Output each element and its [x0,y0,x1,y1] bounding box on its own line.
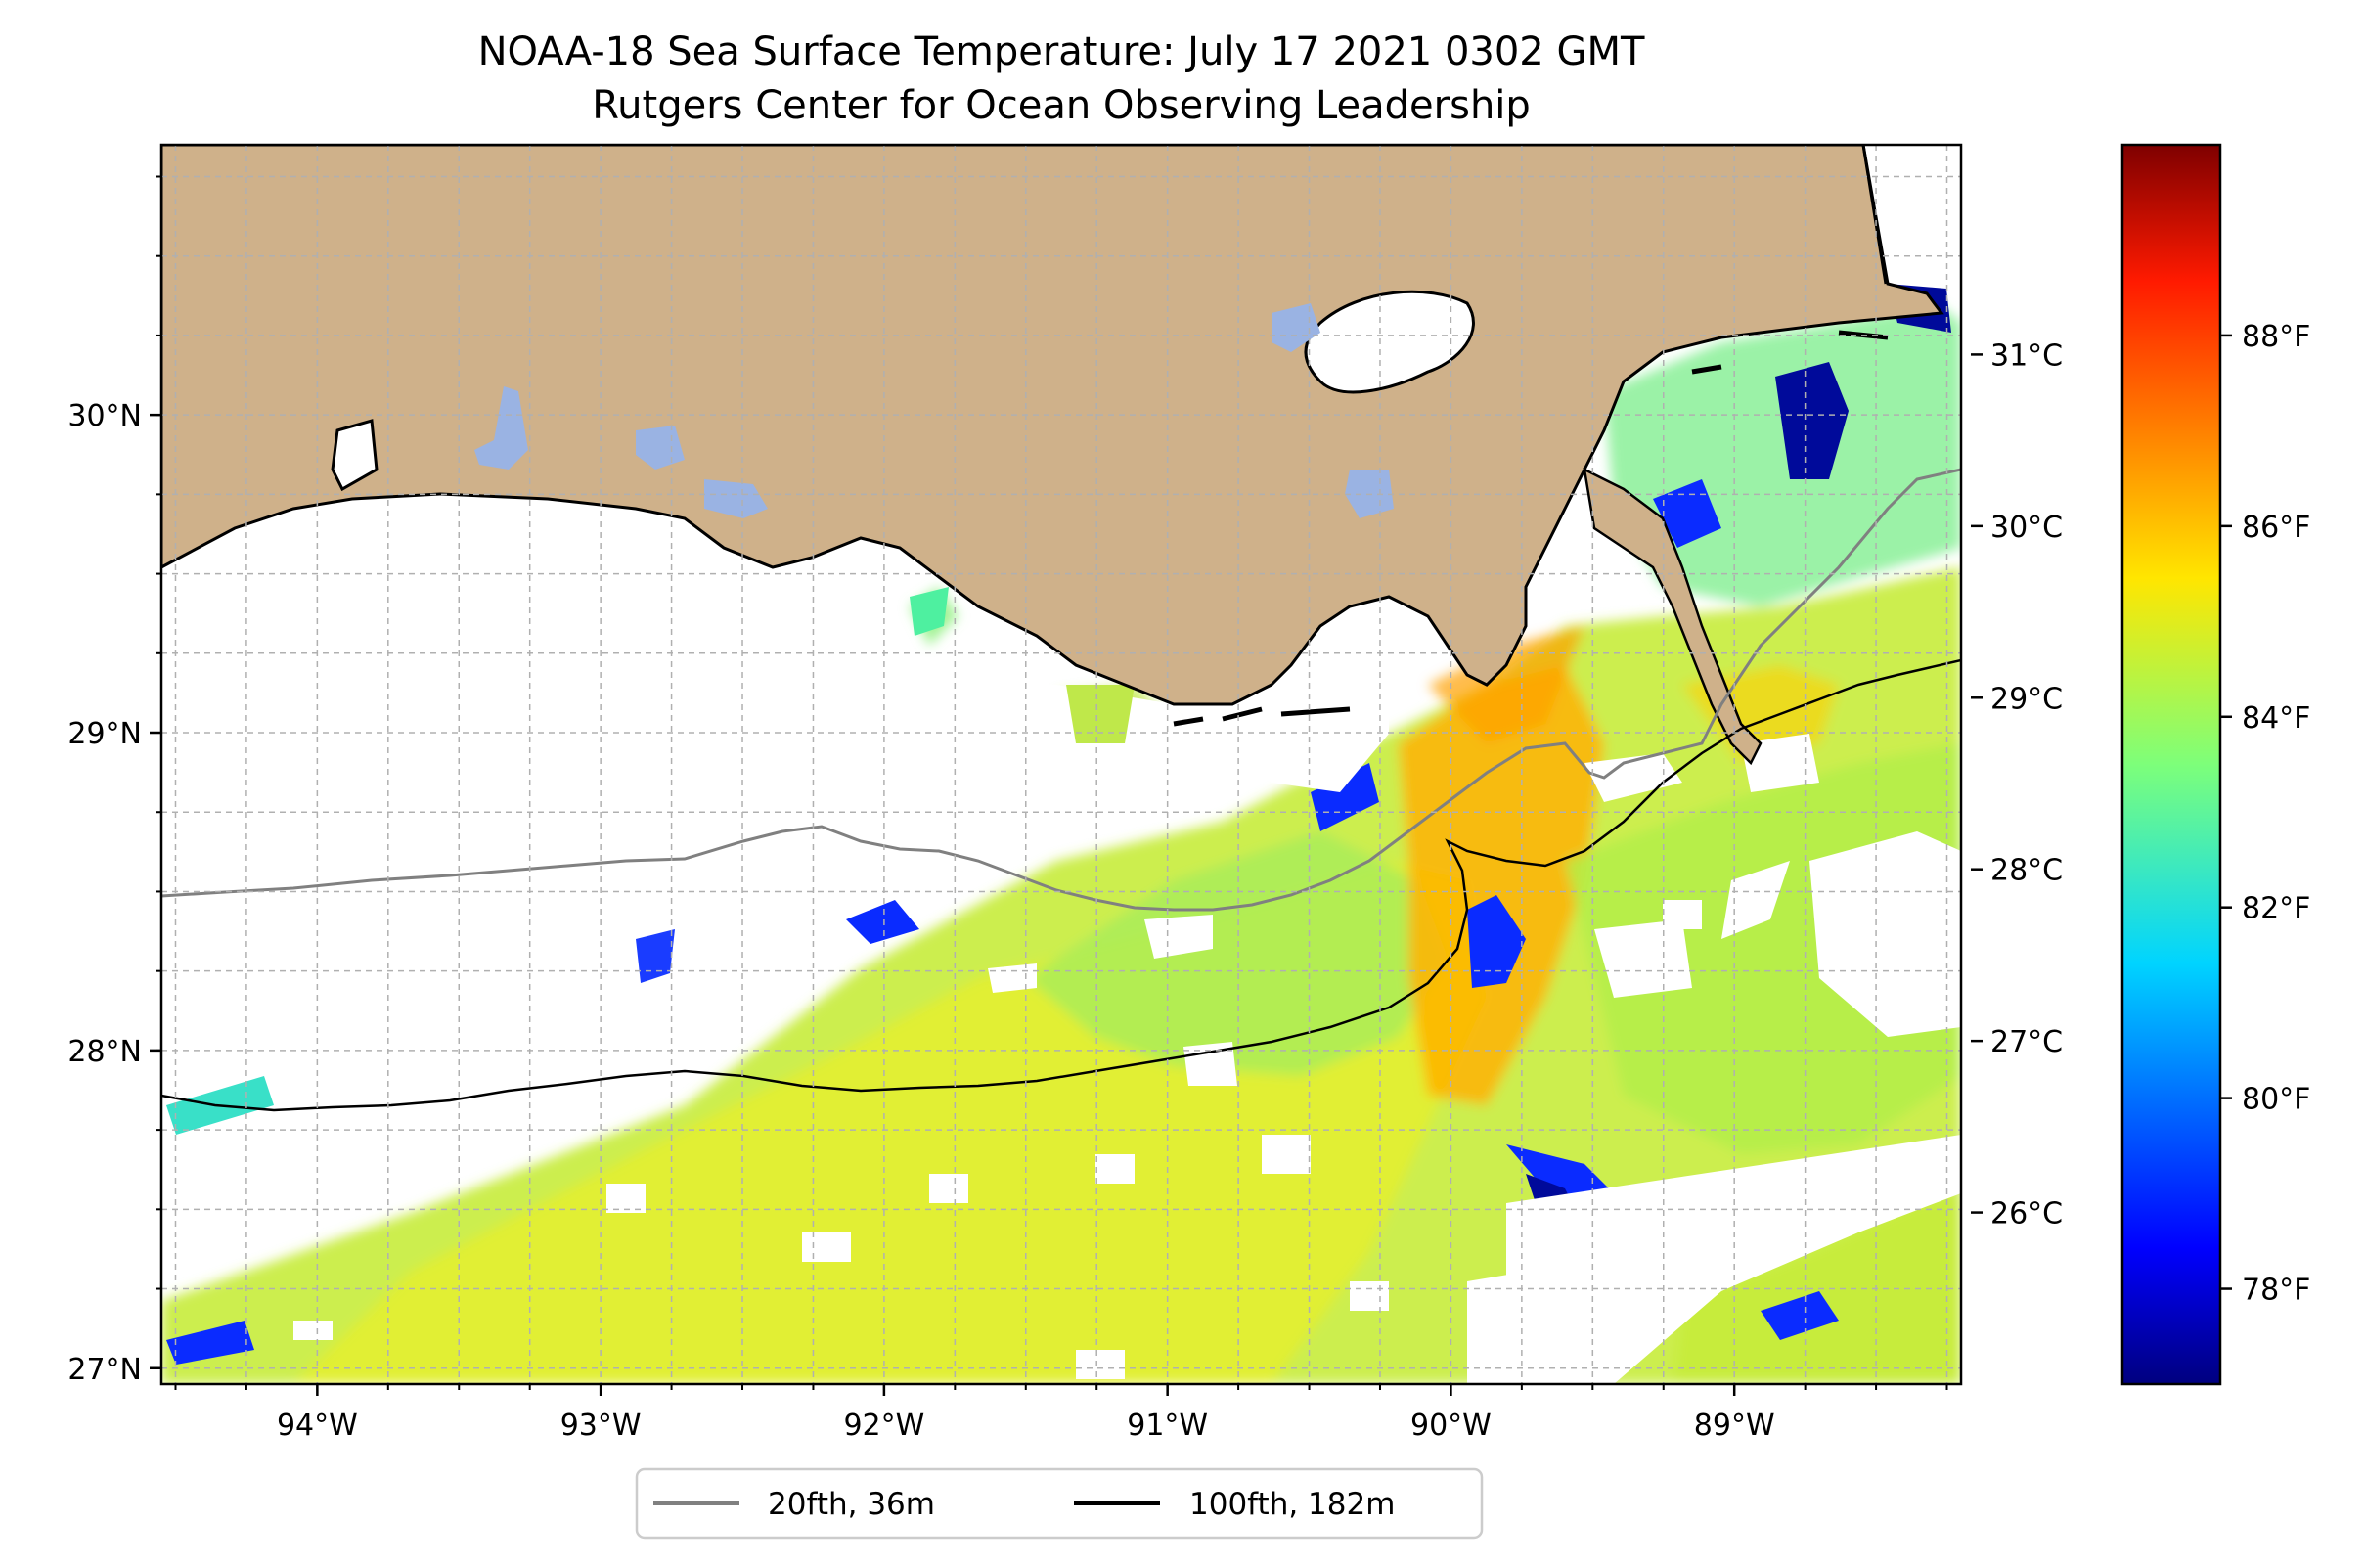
colorbar-frame [2120,143,2222,1386]
calcasieu-lake [331,419,379,492]
colorbar-f-label: 82°F [2242,892,2310,926]
isobath-20fth [161,468,1961,912]
colorbar-c-label: 27°C [1990,1025,2063,1059]
lon-tick-label: 89°W [1694,1409,1775,1443]
map-gridlines [161,145,1961,1384]
colorbar-f-label: 88°F [2242,320,2310,354]
lat-tick-label: 30°N [67,399,142,433]
inland-lakes [474,303,1394,518]
map-area [161,145,1961,1384]
legend-box [635,1467,1484,1540]
colorbar-c-label: 28°C [1990,854,2063,888]
longitude-axis: 94°W 93°W 92°W 91°W 90°W 89°W [174,1384,1948,1443]
colorbar-f-label: 86°F [2242,511,2310,545]
lon-tick-label: 93°W [560,1409,642,1443]
legend: 20fth, 36m 100fth, 182m [635,1467,1484,1540]
lon-tick-label: 94°W [277,1409,358,1443]
mississippi-delta [1583,467,1763,766]
map-title: NOAA-18 Sea Surface Temperature: July 17… [478,29,1645,74]
isobath-100fth [161,658,1961,1112]
colorbar-celsius-ticks: 26°C 27°C 28°C 29°C 30°C 31°C [1971,338,2063,1232]
lon-tick-label: 91°W [1127,1409,1208,1443]
colorbar-gradient [2122,145,2220,1384]
colorbar-c-label: 30°C [1990,511,2063,545]
lat-tick-label: 29°N [67,717,142,751]
legend-label-20fth: 20fth, 36m [768,1487,935,1522]
colorbar-c-label: 31°C [1990,338,2063,373]
barrier-islands [1173,330,1889,727]
colorbar-f-label: 80°F [2242,1083,2310,1117]
lon-tick-label: 92°W [843,1409,924,1443]
colorbar-c-label: 26°C [1990,1197,2063,1232]
map-frame [159,143,1963,1386]
colorbar-f-label: 84°F [2242,701,2310,736]
state-border [1861,145,1888,285]
lake-pontchartrain [1304,290,1475,394]
lat-tick-label: 27°N [67,1353,142,1387]
land-mass [161,145,1944,706]
map-subtitle: Rutgers Center for Ocean Observing Leade… [592,83,1531,128]
colorbar-fahrenheit-ticks: 78°F 80°F 82°F 84°F 86°F 88°F [2220,320,2310,1308]
colorbar-f-label: 78°F [2242,1274,2310,1308]
legend-label-100fth: 100fth, 182m [1189,1487,1395,1522]
colorbar-c-label: 29°C [1990,682,2063,716]
colorbar: 26°C 27°C 28°C 29°C 30°C 31°C 78°F 80°F 82°F 84°… [1971,143,2310,1386]
latitude-axis: 27°N 28°N 29°N 30°N [67,175,161,1387]
lon-tick-label: 90°W [1410,1409,1492,1443]
lat-tick-label: 28°N [67,1035,142,1069]
